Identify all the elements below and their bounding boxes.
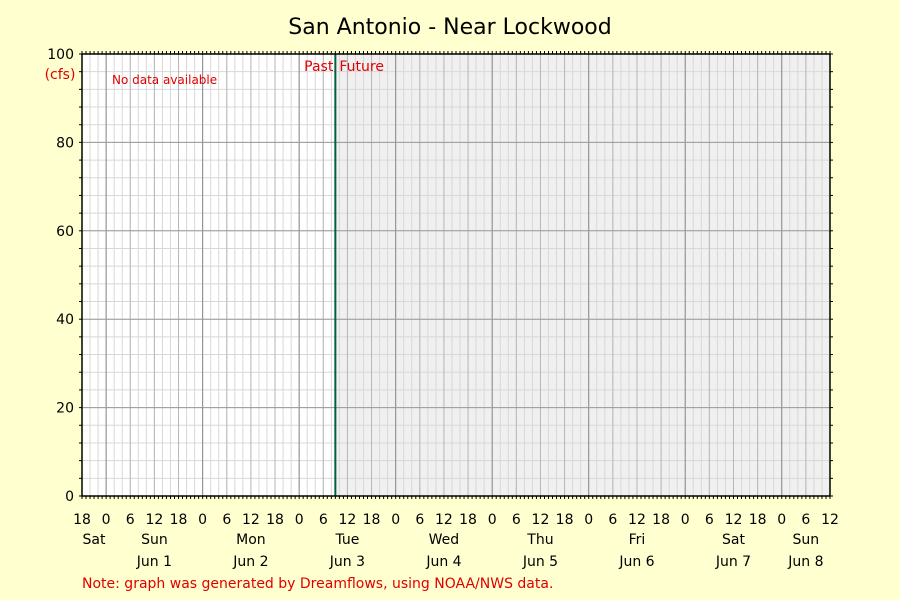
x-weekday-label: Mon (236, 532, 266, 548)
x-weekday-label: Sat (83, 532, 106, 548)
x-hour-label: 12 (821, 512, 839, 528)
no-data-annotation: No data available (112, 73, 217, 87)
future-region (335, 54, 830, 496)
x-hour-label: 18 (363, 512, 381, 528)
x-hour-label: 0 (584, 512, 593, 528)
x-date-label: Jun 5 (522, 554, 558, 570)
x-hour-label: 18 (652, 512, 670, 528)
future-label: Future (339, 59, 384, 75)
x-weekday-label: Wed (429, 532, 460, 548)
y-tick-label: 100 (47, 47, 74, 63)
y-tick-label: 0 (65, 489, 74, 505)
x-hour-label: 18 (170, 512, 188, 528)
x-hour-label: 0 (198, 512, 207, 528)
x-hour-label: 6 (415, 512, 424, 528)
x-date-label: Jun 2 (232, 554, 268, 570)
x-hour-label: 18 (73, 512, 91, 528)
chart-title: San Antonio - Near Lockwood (288, 15, 611, 40)
y-axis-unit: (cfs) (45, 67, 76, 83)
x-hour-label: 12 (339, 512, 357, 528)
x-date-label: Jun 8 (787, 554, 823, 570)
x-hour-label: 12 (628, 512, 646, 528)
y-tick-label: 80 (56, 135, 74, 151)
x-hour-label: 6 (319, 512, 328, 528)
x-hour-label: 0 (102, 512, 111, 528)
y-tick-label: 60 (56, 224, 74, 240)
x-hour-label: 18 (749, 512, 767, 528)
x-weekday-label: Sun (793, 532, 820, 548)
past-region (82, 54, 336, 496)
y-tick-label: 40 (56, 312, 74, 328)
x-hour-label: 6 (512, 512, 521, 528)
x-hour-label: 0 (777, 512, 786, 528)
x-weekday-label: Sun (141, 532, 168, 548)
x-date-label: Jun 4 (425, 554, 461, 570)
x-hour-label: 0 (488, 512, 497, 528)
x-hour-label: 18 (266, 512, 284, 528)
x-hour-label: 6 (705, 512, 714, 528)
x-hour-label: 6 (222, 512, 231, 528)
x-hour-label: 18 (556, 512, 574, 528)
y-axis: 0 20 40 60 80 100 (47, 47, 74, 505)
x-hour-label: 12 (242, 512, 260, 528)
x-hour-label: 12 (725, 512, 743, 528)
x-hour-label: 6 (801, 512, 810, 528)
x-hour-label: 0 (391, 512, 400, 528)
x-hour-label: 12 (532, 512, 550, 528)
source-note: Note: graph was generated by Dreamflows,… (82, 576, 553, 592)
x-hour-label: 18 (459, 512, 477, 528)
plot-area (79, 51, 833, 499)
x-weekday-label: Sat (722, 532, 745, 548)
x-weekday-label: Thu (526, 532, 553, 548)
x-hour-label: 12 (435, 512, 453, 528)
x-hour-label: 0 (295, 512, 304, 528)
y-tick-label: 20 (56, 401, 74, 417)
x-weekday-label: Fri (629, 532, 646, 548)
x-hour-label: 0 (681, 512, 690, 528)
x-weekday-label: Tue (334, 532, 359, 548)
x-date-label: Jun 6 (618, 554, 654, 570)
x-date-label: Jun 1 (136, 554, 172, 570)
x-hour-label: 6 (608, 512, 617, 528)
x-hour-label: 6 (126, 512, 135, 528)
x-date-label: Jun 7 (715, 554, 751, 570)
x-axis: 18 0 6 12 18 0 6 12 18 0 6 12 18 0 6 12 18 0 6 12 18 0 6 12 18 0 6… (73, 512, 839, 570)
x-hour-label: 12 (145, 512, 163, 528)
past-label: Past (304, 59, 334, 75)
x-date-label: Jun 3 (329, 554, 365, 570)
